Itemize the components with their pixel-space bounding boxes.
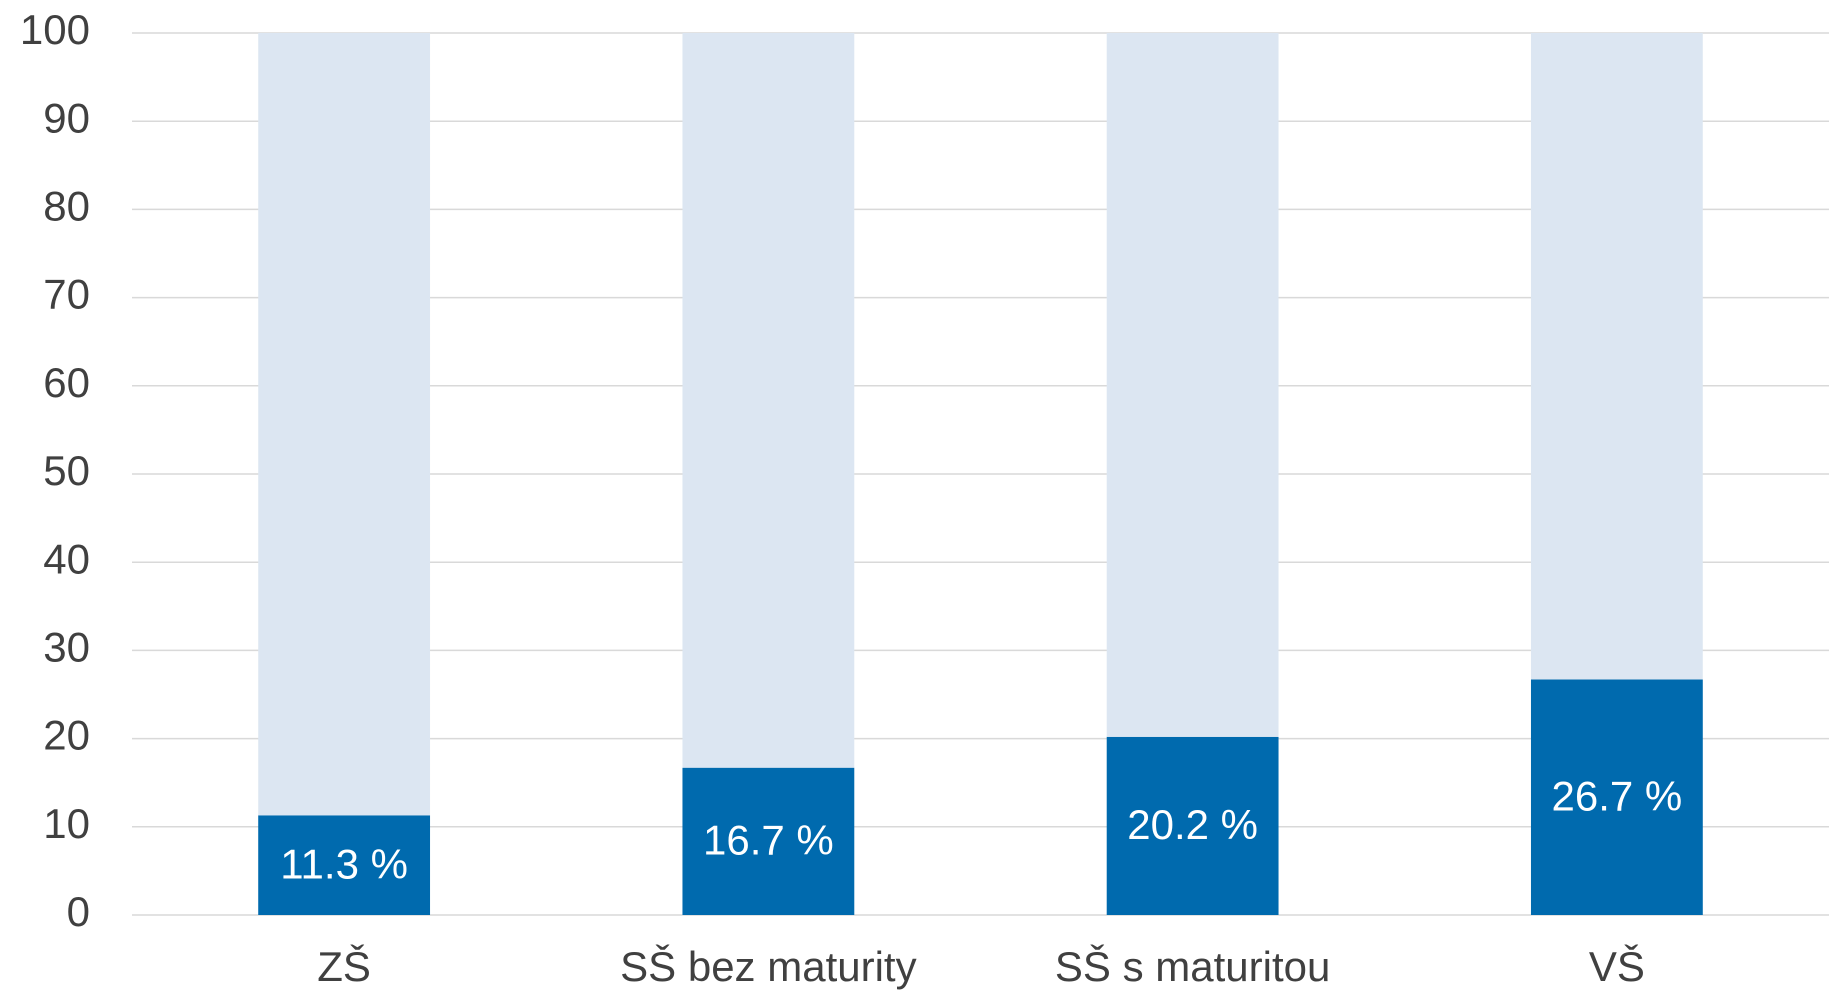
bar-segment [1106,736,1279,915]
y-tick-label: 60 [43,359,90,406]
y-tick-label: 90 [43,94,90,141]
y-tick-label: 80 [43,182,90,229]
value-label: 20.2 % [1127,801,1258,848]
y-tick-label: 30 [43,623,90,670]
bar-segment [1106,33,1279,737]
y-tick-label: 70 [43,271,90,318]
x-tick-label: ZŠ [317,943,371,990]
value-label: 26.7 % [1551,772,1682,819]
bar-segment [682,767,855,915]
x-tick-label: SŠ bez maturity [620,943,916,990]
value-label: 16.7 % [703,816,834,863]
x-tick-label: SŠ s maturitou [1055,943,1330,990]
y-tick-label: 10 [43,800,90,847]
y-tick-label: 100 [20,6,90,53]
bar-segment [258,815,431,915]
x-tick-label: VŠ [1589,943,1645,990]
value-label: 11.3 % [280,840,408,887]
y-tick-label: 0 [67,888,90,935]
bar-segment [258,33,431,816]
y-tick-label: 20 [43,712,90,759]
bar-segment [1530,33,1703,680]
y-tick-label: 50 [43,447,90,494]
bar-segment [682,33,855,768]
y-tick-label: 40 [43,535,90,582]
bar-segment [1530,679,1703,915]
